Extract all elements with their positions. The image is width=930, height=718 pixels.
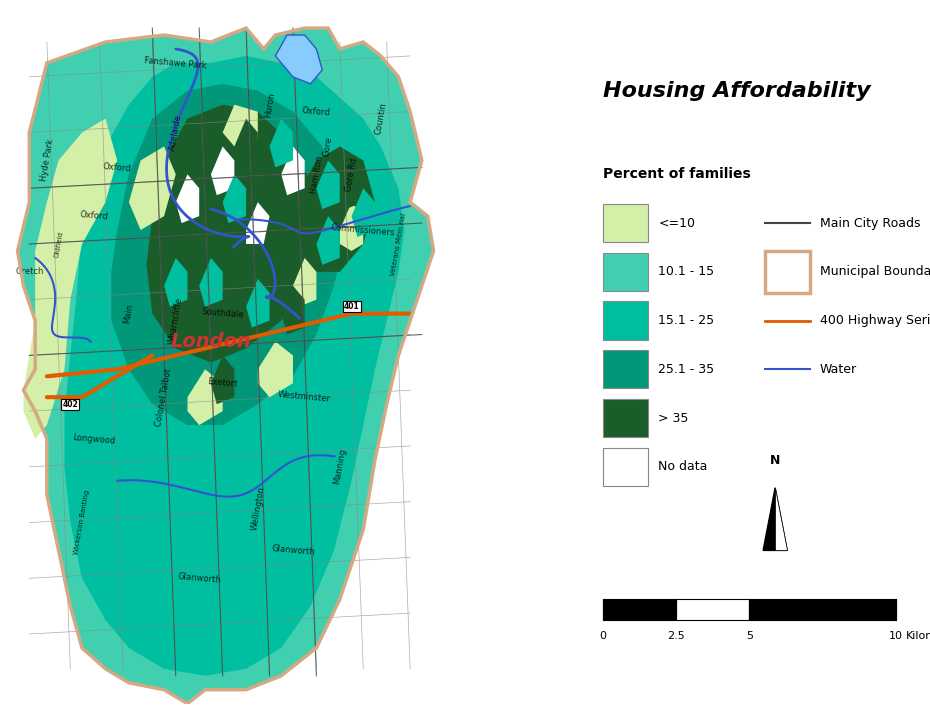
Text: Commissioners: Commissioners: [331, 223, 396, 238]
Polygon shape: [305, 188, 328, 237]
Text: Kilometers: Kilometers: [906, 630, 930, 640]
Bar: [764, 251, 809, 293]
Text: Wellington: Wellington: [249, 486, 266, 531]
Text: 10: 10: [888, 630, 903, 640]
Polygon shape: [339, 202, 364, 251]
Polygon shape: [275, 35, 322, 84]
Polygon shape: [64, 56, 405, 676]
Polygon shape: [188, 369, 222, 425]
Text: 15.1 - 25: 15.1 - 25: [658, 314, 714, 327]
Text: Housing Affordability: Housing Affordability: [603, 80, 870, 101]
Bar: [603, 302, 648, 340]
Polygon shape: [246, 279, 270, 327]
Polygon shape: [23, 118, 117, 439]
Text: 400 Highway Series: 400 Highway Series: [820, 314, 930, 327]
Text: Fanshawe Park: Fanshawe Park: [144, 56, 207, 70]
Text: Longwood: Longwood: [72, 433, 115, 445]
Polygon shape: [164, 258, 188, 307]
Polygon shape: [18, 28, 433, 704]
Text: 401: 401: [344, 302, 359, 311]
Polygon shape: [199, 258, 222, 307]
Text: 25.1 - 35: 25.1 - 35: [658, 363, 714, 376]
Text: Glanworth: Glanworth: [271, 544, 315, 556]
Text: Oldfield: Oldfield: [53, 230, 64, 258]
Bar: [603, 350, 648, 388]
Text: 10.1 - 15: 10.1 - 15: [658, 266, 714, 279]
Polygon shape: [293, 258, 316, 307]
Bar: [603, 448, 648, 486]
Polygon shape: [775, 488, 787, 551]
Text: 5: 5: [746, 630, 753, 640]
Text: Westminster: Westminster: [278, 391, 331, 404]
Text: Veterans Mem rial: Veterans Mem rial: [390, 213, 406, 276]
Bar: [603, 204, 648, 242]
Polygon shape: [293, 146, 375, 272]
Polygon shape: [258, 188, 281, 237]
Text: Manning: Manning: [332, 448, 348, 485]
Text: London: London: [170, 332, 251, 351]
Text: 0: 0: [600, 630, 606, 640]
Bar: [603, 599, 676, 620]
Text: Water: Water: [820, 363, 857, 376]
Polygon shape: [316, 216, 339, 265]
Bar: [603, 399, 648, 437]
Text: Hyde Park: Hyde Park: [39, 139, 55, 182]
Polygon shape: [211, 146, 234, 195]
Polygon shape: [246, 202, 270, 244]
Text: > 35: > 35: [658, 411, 688, 424]
Polygon shape: [176, 174, 199, 223]
Polygon shape: [339, 160, 364, 209]
Text: Oxford: Oxford: [302, 106, 331, 117]
Polygon shape: [153, 244, 176, 293]
Text: 402: 402: [62, 400, 78, 409]
Text: Main: Main: [123, 303, 135, 325]
Polygon shape: [281, 286, 305, 335]
Polygon shape: [270, 244, 293, 293]
Polygon shape: [222, 174, 246, 223]
Polygon shape: [234, 118, 258, 167]
Text: Exetort: Exetort: [207, 378, 238, 389]
Polygon shape: [147, 105, 316, 363]
Polygon shape: [281, 146, 305, 195]
Text: Ham lton: Ham lton: [309, 154, 325, 194]
Text: Municipal Boundary: Municipal Boundary: [820, 266, 930, 279]
Polygon shape: [211, 355, 234, 404]
Polygon shape: [222, 293, 246, 342]
Text: Huron: Huron: [263, 91, 276, 118]
Polygon shape: [316, 160, 339, 209]
Polygon shape: [764, 488, 787, 551]
Text: 2.5: 2.5: [668, 630, 685, 640]
Text: No data: No data: [658, 460, 708, 473]
Text: Countin: Countin: [374, 102, 388, 136]
Polygon shape: [199, 230, 222, 279]
Text: Main City Roads: Main City Roads: [820, 217, 921, 230]
Text: N: N: [770, 454, 780, 467]
Polygon shape: [112, 84, 346, 425]
Text: <=10: <=10: [658, 217, 695, 230]
Text: Adelaide: Adelaide: [168, 113, 183, 151]
Text: Oxford: Oxford: [102, 162, 132, 173]
Polygon shape: [352, 188, 375, 237]
Text: Southdale: Southdale: [201, 307, 245, 320]
Polygon shape: [258, 342, 293, 397]
Text: Gore Rd: Gore Rd: [344, 157, 359, 192]
Text: Colonel Talbot: Colonel Talbot: [154, 368, 174, 427]
Text: Oxford: Oxford: [79, 210, 108, 222]
Bar: [603, 253, 648, 291]
Polygon shape: [222, 105, 258, 146]
Text: Percent of families: Percent of families: [603, 167, 751, 182]
Polygon shape: [176, 216, 199, 265]
Text: Wickerson Banting: Wickerson Banting: [73, 490, 90, 555]
Polygon shape: [129, 146, 176, 230]
Polygon shape: [270, 118, 293, 167]
Text: Glanworth: Glanworth: [177, 572, 221, 584]
Text: Gretch: Gretch: [15, 267, 44, 276]
Text: Gore: Gore: [322, 136, 334, 157]
Bar: [750, 599, 896, 620]
Text: Wharncliffe: Wharncliffe: [167, 296, 184, 345]
Bar: [676, 599, 750, 620]
